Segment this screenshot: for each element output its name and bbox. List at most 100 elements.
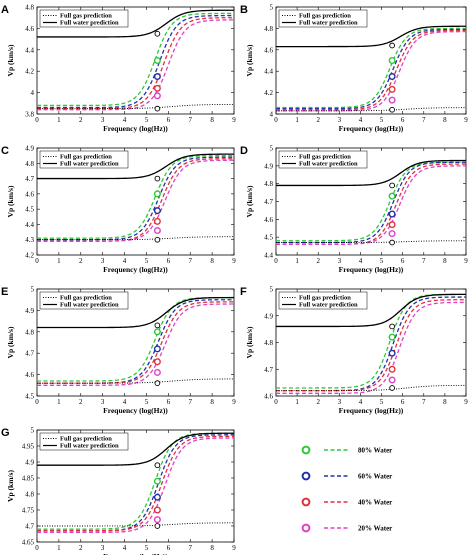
legend-gas-label: Full gas prediction xyxy=(299,154,351,161)
y-axis-label: Vp (km/s) xyxy=(6,326,15,358)
x-tick-label: 5 xyxy=(145,116,149,124)
series-line-3 xyxy=(37,435,234,532)
y-tick-label: 4.5 xyxy=(264,234,273,242)
x-tick-label: 5 xyxy=(145,398,149,406)
water-marker xyxy=(389,42,395,49)
x-tick-label: 2 xyxy=(79,116,83,124)
legend-water-label: Full water prediction xyxy=(60,302,119,309)
series-marker-2 xyxy=(388,349,396,357)
series-line-1 xyxy=(276,161,466,242)
x-tick-label: 7 xyxy=(422,398,426,406)
x-tick-label: 2 xyxy=(316,116,320,124)
panel-label: A xyxy=(1,4,9,16)
legend-gas-label: Full gas prediction xyxy=(60,154,112,161)
y-axis-label: Vp (km/s) xyxy=(6,185,15,217)
x-tick-label: 8 xyxy=(443,398,447,406)
y-tick-label: 4 xyxy=(31,89,35,97)
y-tick-label: 4.9 xyxy=(25,307,34,315)
y-tick-label: 4.4 xyxy=(25,46,34,54)
x-tick-label: 8 xyxy=(210,544,214,552)
series-marker-2 xyxy=(153,207,161,215)
legend-water-label: Full water prediction xyxy=(60,161,119,168)
series-line-4 xyxy=(276,301,467,394)
series-marker-1 xyxy=(153,477,161,485)
shared-legend-label: 20% Water xyxy=(358,525,392,533)
y-tick-label: 5 xyxy=(270,4,274,12)
x-tick-label: 0 xyxy=(35,116,39,124)
series-marker-2 xyxy=(153,73,161,81)
x-tick-label: 6 xyxy=(167,544,171,552)
shared-legend-marker xyxy=(301,523,311,533)
x-tick-label: 9 xyxy=(232,116,236,124)
series-line-4 xyxy=(37,159,235,242)
x-tick-label: 5 xyxy=(145,544,149,552)
x-tick-label: 7 xyxy=(188,398,192,406)
y-tick-label: 4.75 xyxy=(22,507,35,515)
x-tick-label: 8 xyxy=(443,257,447,265)
series-line-4 xyxy=(276,30,467,112)
full-gas-line xyxy=(37,103,234,110)
series-line-4 xyxy=(276,165,466,245)
y-tick-label: 4.7 xyxy=(264,198,273,206)
x-tick-label: 3 xyxy=(101,257,105,265)
water-marker xyxy=(154,462,161,469)
x-axis-label: Frequency (log(Hz)) xyxy=(339,124,404,133)
y-tick-label: 4.9 xyxy=(25,459,34,467)
y-tick-label: 4.8 xyxy=(264,339,273,347)
panel-label: G xyxy=(1,427,10,439)
series-line-2 xyxy=(37,299,234,384)
full-water-line xyxy=(37,432,234,466)
full-gas-line xyxy=(276,107,466,112)
series-line-3 xyxy=(276,163,466,245)
series-line-2 xyxy=(37,156,234,241)
series-marker-1 xyxy=(153,190,161,198)
y-tick-label: 4.9 xyxy=(264,162,273,170)
series-marker-4 xyxy=(388,96,396,104)
series-marker-3 xyxy=(153,84,161,92)
full-water-line xyxy=(276,159,466,187)
x-tick-label: 7 xyxy=(422,116,426,124)
panel-label: E xyxy=(1,286,8,298)
y-tick-label: 4.7 xyxy=(25,175,34,183)
series-marker-4 xyxy=(388,376,396,384)
x-tick-label: 8 xyxy=(210,257,214,265)
shared-legend-marker xyxy=(301,471,311,481)
y-tick-label: 4.6 xyxy=(25,190,34,198)
x-tick-label: 3 xyxy=(101,398,105,406)
x-tick-label: 1 xyxy=(57,398,61,406)
y-axis-label: Vp (km/s) xyxy=(6,44,15,76)
y-axis-label: Vp (km/s) xyxy=(245,44,254,76)
y-tick-label: 4.6 xyxy=(264,46,273,54)
plot-frame xyxy=(36,288,235,397)
series-line-3 xyxy=(37,17,235,110)
legend-water-label: Full water prediction xyxy=(299,161,358,168)
x-axis-label: Frequency (log(Hz)) xyxy=(339,406,404,415)
x-tick-label: 6 xyxy=(167,398,171,406)
x-tick-label: 9 xyxy=(464,257,468,265)
full-water-line xyxy=(37,9,234,38)
panel-label: C xyxy=(1,145,9,157)
x-tick-label: 2 xyxy=(316,398,320,406)
x-tick-label: 5 xyxy=(380,116,384,124)
x-tick-label: 7 xyxy=(422,257,426,265)
y-tick-label: 4.7 xyxy=(25,350,34,358)
x-axis-label: Frequency (log(Hz)) xyxy=(103,124,168,133)
full-water-line xyxy=(276,293,466,328)
series-marker-3 xyxy=(388,365,396,373)
shared-legend-marker xyxy=(301,497,311,507)
series-marker-1 xyxy=(153,57,161,65)
x-tick-label: 2 xyxy=(79,398,83,406)
full-gas-line xyxy=(37,236,235,241)
plot-frame xyxy=(36,6,235,115)
y-tick-label: 4.4 xyxy=(25,221,34,229)
series-marker-2 xyxy=(153,493,161,501)
x-tick-label: 7 xyxy=(188,257,192,265)
x-tick-label: 9 xyxy=(464,116,468,124)
x-tick-label: 4 xyxy=(123,398,127,406)
x-tick-label: 1 xyxy=(295,257,299,265)
series-marker-3 xyxy=(153,506,161,514)
series-line-2 xyxy=(276,296,466,392)
series-line-1 xyxy=(37,155,234,239)
x-tick-label: 7 xyxy=(188,116,192,124)
